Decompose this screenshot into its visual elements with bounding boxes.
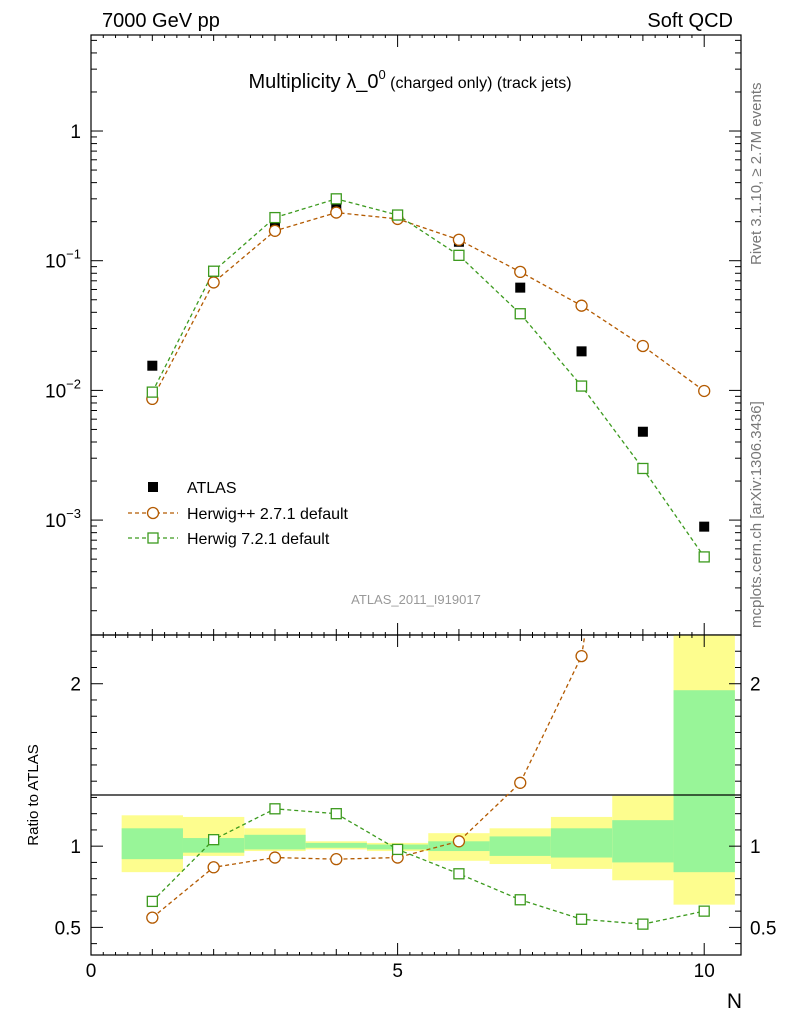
herwigpp-271-point [268,224,282,237]
x-tick-label: 0 [86,961,97,982]
herwig-721-point [453,249,465,261]
herwig-721-point [391,209,404,221]
analysis-id-label: ATLAS_2011_I919017 [351,592,481,607]
plot-title: Multiplicity λ_00 (charged only) (track … [248,67,571,93]
main-plot-panel: 1 10−1 10−2 10−3 Multiplicity λ_00 (charged… [45,34,742,636]
legend-marker-herwigpp-271 [146,506,160,520]
ratio-band-inner [673,690,735,873]
ratio-y-tick-label-right: 0.5 [750,918,776,939]
herwigpp-271-point [636,339,650,353]
main-y-tick-label: 10−3 [45,506,81,532]
ratio-band-inner [182,838,245,853]
herwig-721-series-line [151,198,705,558]
plot-title-main: Multiplicity λ_0 [248,71,378,93]
x-tick-labels: 0 5 10 [86,961,715,982]
herwig-721-point [269,211,281,224]
ratio-y-tick-label: 0.5 [55,918,81,939]
herwig-721-ratio-point [637,918,649,930]
herwigpp-271-point [330,206,343,219]
ratio-band-inner [121,828,183,860]
herwig-721-point [637,462,649,475]
main-y-tick-label: 10−1 [45,247,81,273]
legend-label-atlas: ATLAS [187,480,237,497]
ratio-plot-frame [90,634,742,956]
herwig-721-point [575,380,588,392]
source-reference-label: mcplots.cern.ch [arXiv:1306.3436] [748,401,765,628]
x-tick-label: 10 [694,961,715,982]
herwig-721-point [514,308,526,320]
header-energy-label: 7000 GeV pp [102,10,220,32]
herwigpp-271-ratio-point [575,649,588,663]
x-axis-label: N [727,990,742,1013]
herwig-721-ratio-point [698,905,710,917]
herwig-721-point [207,265,220,277]
atlas-point [576,346,587,357]
herwig-721-ratio-line [151,808,705,925]
herwig-721-ratio-point [207,834,220,846]
herwigpp-271-ratio-point [514,776,527,789]
ratio-band-inner [550,828,613,858]
plot-title-superscript: 0 [378,67,385,82]
herwigpp-271-series-line [151,211,705,400]
herwigpp-271-point [575,299,588,312]
herwigpp-271-ratio-point [452,835,466,848]
herwig-721-point [698,551,710,563]
herwigpp-271-ratio-point [146,911,159,924]
herwigpp-271-point [698,384,711,398]
ratio-axis-ticks [90,635,741,955]
ratio-band-inner [612,820,674,863]
ratio-plot-content [146,635,710,930]
herwigpp-271-ratio-point [268,851,282,864]
plot-title-rest: (charged only) (track jets) [386,75,572,92]
ratio-y-tick-labels: 0.5 0.5 1 1 2 2 [55,675,777,940]
atlas-point [699,521,710,532]
ratio-uncertainty-bands [121,635,735,905]
main-plot-content [146,193,711,563]
ratio-y-tick-label: 1 [70,837,81,858]
main-y-tick-label: 10−2 [45,376,81,402]
legend-marker-herwig-721 [147,532,159,544]
atlas-point [147,360,158,371]
herwigpp-271-point [207,276,220,289]
ratio-band-inner [489,836,551,856]
ratio-plot-panel: 0.5 0.5 1 1 2 2 Ratio to ATLAS [25,634,777,956]
ratio-y-tick-label-right: 2 [750,675,761,696]
herwig-721-point [330,193,342,205]
legend-marker-atlas [148,482,158,492]
herwig-721-ratio-point [330,808,342,820]
main-y-tick-labels: 1 10−1 10−2 10−3 [45,122,81,532]
herwig-721-point [146,386,158,398]
herwig-721-ratio-point [514,894,526,906]
herwig-721-ratio-point [575,913,588,925]
legend-label-herwigpp-271: Herwig++ 2.7.1 default [187,506,349,523]
herwig-721-ratio-point [453,868,465,880]
x-tick-label: 5 [392,961,403,982]
herwig-721-ratio-point [269,803,281,815]
atlas-point [637,426,648,437]
herwigpp-271-point [514,265,527,279]
herwigpp-271-point [452,233,466,246]
atlas-point [515,282,526,293]
ratio-y-axis-label: Ratio to ATLAS [25,744,42,845]
ratio-band-inner [244,834,306,850]
herwig-721-ratio-point [146,895,158,908]
herwig-721-ratio-point [391,843,404,856]
header-category-label: Soft QCD [647,10,733,32]
ratio-y-tick-label: 2 [70,675,81,696]
main-y-tick-label: 1 [70,122,81,143]
herwigpp-271-ratio-point [207,861,220,874]
herwigpp-271-ratio-line [151,635,586,919]
ratio-y-tick-label-right: 1 [750,837,761,858]
herwigpp-271-ratio-point [330,853,343,866]
ratio-band-inner [305,842,367,848]
legend-label-herwig-721: Herwig 7.2.1 default [187,531,330,548]
rivet-version-label: Rivet 3.1.10, ≥ 2.7M events [748,83,765,266]
legend: ATLAS Herwig++ 2.7.1 default Herwig 7.2.1 … [128,480,349,548]
